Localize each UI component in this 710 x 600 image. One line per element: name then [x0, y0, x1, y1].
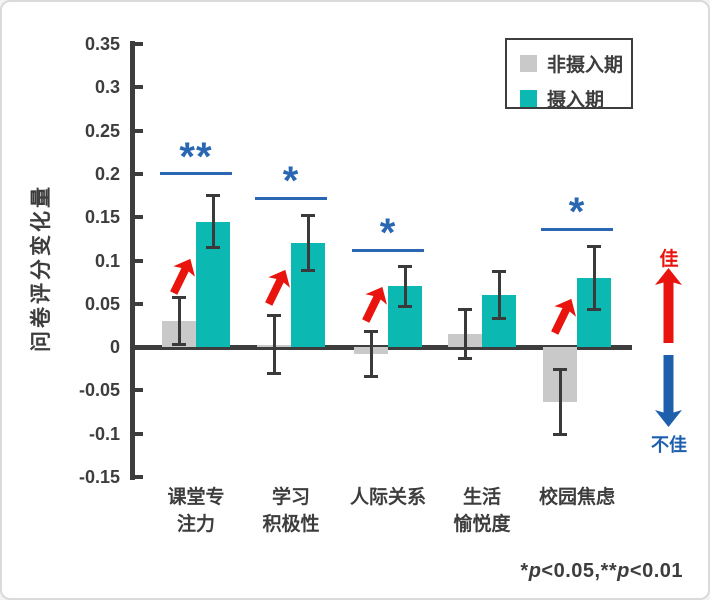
legend-swatch-intake — [520, 90, 537, 107]
footnote-p1: p — [528, 560, 542, 582]
error-bar-cap — [553, 432, 567, 436]
x-axis-label-0: 注力 — [176, 514, 215, 535]
y-tick-label: 0 — [109, 337, 120, 358]
y-tick-label: 0.2 — [94, 163, 120, 184]
error-bar-cap — [587, 244, 601, 248]
x-axis-label-1: 积极性 — [262, 514, 320, 535]
significance-asterisks: ** — [179, 134, 213, 179]
increase-arrow-icon — [354, 281, 394, 327]
legend: 非摄入期 摄入期 — [505, 38, 633, 112]
error-bar-cap — [364, 329, 378, 333]
significance-footnote: *p<0.05,**p<0.01 — [520, 560, 683, 583]
y-tick — [135, 301, 143, 306]
legend-item-intake: 摄入期 — [520, 85, 631, 112]
error-bar-line — [558, 368, 562, 435]
direction-bad-label: 不佳 — [651, 435, 687, 455]
good-direction-up-arrow-icon — [655, 268, 682, 343]
error-bar-cap — [364, 375, 378, 379]
footnote-star1: * — [520, 560, 529, 582]
x-axis-label-4: 校园焦虑 — [538, 487, 615, 508]
error-bar-cap — [398, 305, 412, 309]
error-bar-cap — [458, 357, 472, 361]
significance-line — [541, 227, 613, 231]
x-axis-label-1: 学习 — [271, 487, 310, 508]
significance-line — [160, 172, 232, 176]
y-tick — [135, 258, 143, 263]
y-tick-label: -0.1 — [88, 423, 120, 444]
significance-line — [352, 248, 424, 252]
x-axis-label-0: 课堂专 — [167, 487, 225, 508]
error-bar-line — [211, 194, 215, 249]
increase-arrow-icon — [543, 293, 583, 339]
y-tick — [135, 388, 143, 393]
legend-label-intake: 摄入期 — [547, 90, 605, 111]
x-axis-label-3: 愉悦度 — [453, 514, 511, 535]
footnote-p2: p — [617, 560, 630, 582]
y-tick — [135, 345, 143, 350]
error-bar-cap — [587, 307, 601, 311]
legend-item-non-intake: 非摄入期 — [520, 50, 631, 77]
plot-area: 0.35 0.3 0.25 0.2 0.15 0.1 0.05 0 -0.05 -0.1 -0.15… — [79, 34, 632, 535]
error-bar-line — [592, 245, 596, 310]
y-tick-label: 0.25 — [84, 120, 120, 141]
error-bar-cap — [267, 371, 281, 375]
footnote-rel1: <0.05, — [541, 560, 601, 582]
error-bar-cap — [458, 307, 472, 311]
error-bar-cap — [206, 193, 220, 197]
y-tick-label: 0.15 — [84, 207, 120, 228]
y-tick-label: -0.05 — [78, 380, 120, 401]
error-bar-cap — [172, 295, 186, 299]
footnote-rel2: <0.01 — [629, 560, 683, 582]
direction-good-label: 佳 — [659, 249, 679, 270]
x-axis-label-3: 生活 — [462, 487, 501, 508]
error-bar-line — [369, 330, 373, 378]
error-bar-cap — [553, 367, 567, 371]
error-bar-line — [403, 265, 407, 308]
bad-direction-down-arrow-icon — [655, 355, 682, 427]
error-bar-cap — [301, 268, 315, 272]
y-tick — [135, 215, 143, 220]
legend-label-non-intake: 非摄入期 — [547, 55, 624, 76]
increase-arrow-icon — [162, 253, 202, 299]
x-axis-label-2: 人际关系 — [349, 487, 426, 508]
error-bar-line — [463, 308, 467, 360]
y-axis-title: 问卷评分变化量 — [30, 184, 53, 352]
error-bar-cap — [492, 317, 506, 321]
y-tick-label: 0.35 — [84, 34, 120, 54]
error-bar-line — [177, 296, 181, 346]
y-tick-label: 0.1 — [94, 250, 120, 271]
error-bar-cap — [267, 314, 281, 318]
error-bar-cap — [301, 214, 315, 218]
error-bar-cap — [206, 246, 220, 250]
significance-line — [255, 196, 327, 200]
y-tick — [135, 42, 143, 46]
y-axis-line — [130, 41, 135, 480]
error-bar-cap — [172, 343, 186, 347]
error-bar-line — [497, 270, 501, 320]
y-tick-label: 0.3 — [94, 77, 120, 98]
footnote-star2: ** — [600, 560, 618, 582]
significance-asterisks: * — [568, 190, 586, 235]
y-tick — [135, 431, 143, 436]
increase-arrow-icon — [257, 264, 297, 310]
y-tick — [135, 85, 143, 90]
y-tick — [135, 128, 143, 133]
error-bar-cap — [398, 264, 412, 268]
error-bar-line — [272, 315, 276, 374]
legend-swatch-non-intake — [520, 55, 537, 72]
significance-asterisks: * — [379, 211, 397, 256]
y-tick — [135, 475, 143, 479]
significance-asterisks: * — [282, 159, 300, 204]
error-bar-cap — [492, 269, 506, 273]
y-tick-label: -0.15 — [78, 467, 120, 487]
y-tick — [135, 171, 143, 176]
y-tick-label: 0.05 — [84, 293, 120, 314]
error-bar-line — [306, 215, 310, 271]
